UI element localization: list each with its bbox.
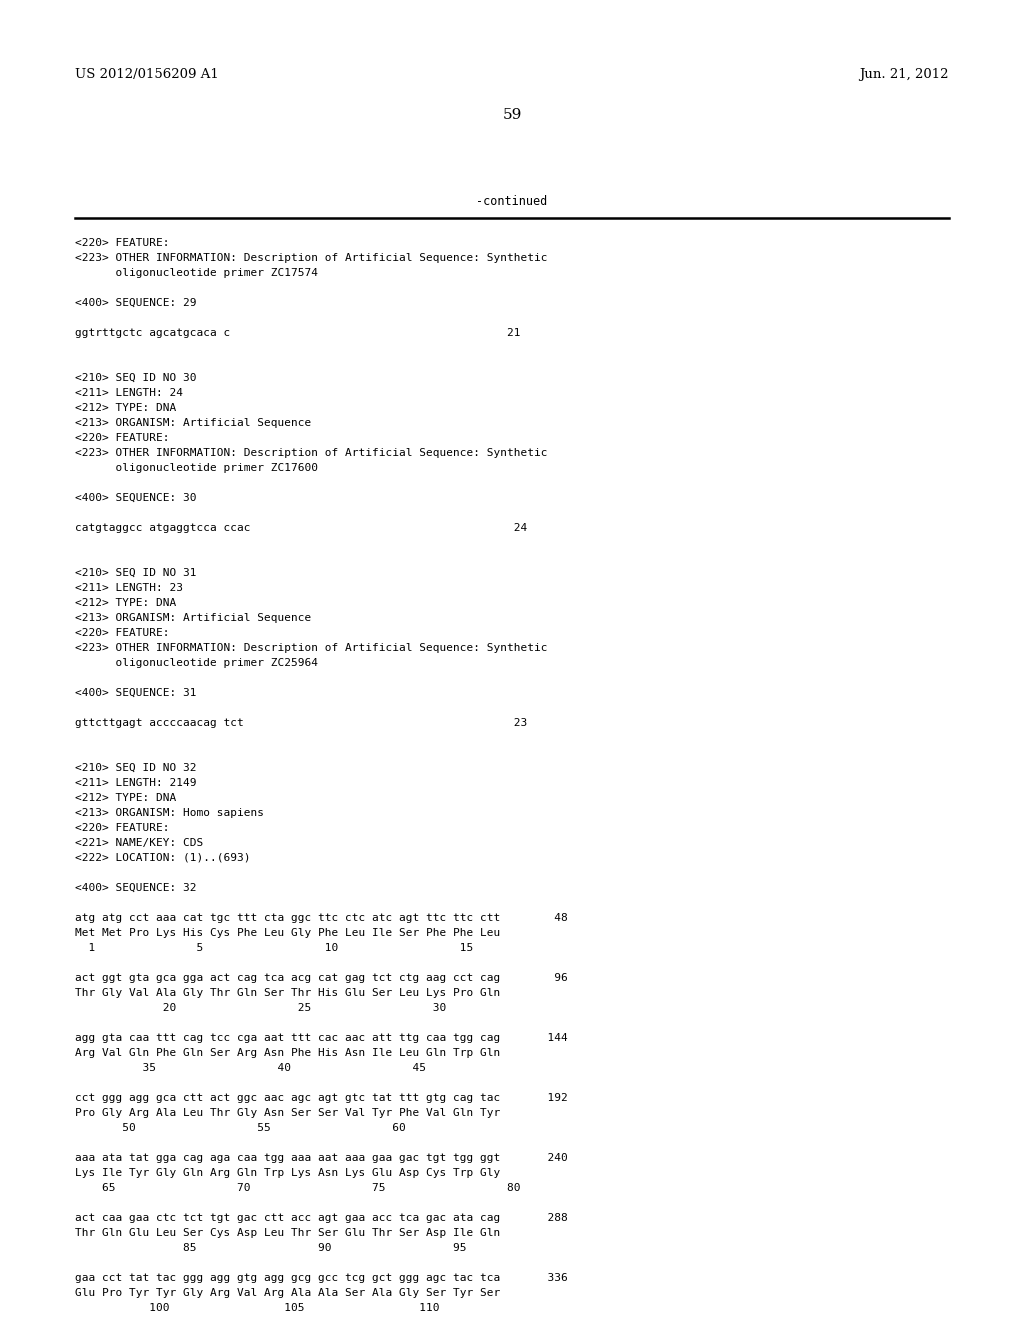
Text: Thr Gly Val Ala Gly Thr Gln Ser Thr His Glu Ser Leu Lys Pro Gln: Thr Gly Val Ala Gly Thr Gln Ser Thr His … — [75, 987, 501, 998]
Text: Met Met Pro Lys His Cys Phe Leu Gly Phe Leu Ile Ser Phe Phe Leu: Met Met Pro Lys His Cys Phe Leu Gly Phe … — [75, 928, 501, 939]
Text: 100                 105                 110: 100 105 110 — [75, 1303, 439, 1313]
Text: act ggt gta gca gga act cag tca acg cat gag tct ctg aag cct cag        96: act ggt gta gca gga act cag tca acg cat … — [75, 973, 567, 983]
Text: -continued: -continued — [476, 195, 548, 209]
Text: 59: 59 — [503, 108, 521, 121]
Text: <211> LENGTH: 2149: <211> LENGTH: 2149 — [75, 777, 197, 788]
Text: US 2012/0156209 A1: US 2012/0156209 A1 — [75, 69, 219, 81]
Text: ggtrttgctc agcatgcaca c                                         21: ggtrttgctc agcatgcaca c 21 — [75, 327, 520, 338]
Text: oligonucleotide primer ZC17600: oligonucleotide primer ZC17600 — [75, 463, 318, 473]
Text: <213> ORGANISM: Artificial Sequence: <213> ORGANISM: Artificial Sequence — [75, 418, 311, 428]
Text: catgtaggcc atgaggtcca ccac                                       24: catgtaggcc atgaggtcca ccac 24 — [75, 523, 527, 533]
Text: <400> SEQUENCE: 31: <400> SEQUENCE: 31 — [75, 688, 197, 698]
Text: Pro Gly Arg Ala Leu Thr Gly Asn Ser Ser Val Tyr Phe Val Gln Tyr: Pro Gly Arg Ala Leu Thr Gly Asn Ser Ser … — [75, 1107, 501, 1118]
Text: Glu Pro Tyr Tyr Gly Arg Val Arg Ala Ala Ser Ala Gly Ser Tyr Ser: Glu Pro Tyr Tyr Gly Arg Val Arg Ala Ala … — [75, 1288, 501, 1298]
Text: <220> FEATURE:: <220> FEATURE: — [75, 822, 170, 833]
Text: Jun. 21, 2012: Jun. 21, 2012 — [859, 69, 949, 81]
Text: <223> OTHER INFORMATION: Description of Artificial Sequence: Synthetic: <223> OTHER INFORMATION: Description of … — [75, 643, 548, 653]
Text: gttcttgagt accccaacag tct                                        23: gttcttgagt accccaacag tct 23 — [75, 718, 527, 729]
Text: gaa cct tat tac ggg agg gtg agg gcg gcc tcg gct ggg agc tac tca       336: gaa cct tat tac ggg agg gtg agg gcg gcc … — [75, 1272, 567, 1283]
Text: Arg Val Gln Phe Gln Ser Arg Asn Phe His Asn Ile Leu Gln Trp Gln: Arg Val Gln Phe Gln Ser Arg Asn Phe His … — [75, 1048, 501, 1059]
Text: oligonucleotide primer ZC17574: oligonucleotide primer ZC17574 — [75, 268, 318, 279]
Text: <400> SEQUENCE: 32: <400> SEQUENCE: 32 — [75, 883, 197, 894]
Text: 50                  55                  60: 50 55 60 — [75, 1123, 406, 1133]
Text: act caa gaa ctc tct tgt gac ctt acc agt gaa acc tca gac ata cag       288: act caa gaa ctc tct tgt gac ctt acc agt … — [75, 1213, 567, 1224]
Text: <210> SEQ ID NO 32: <210> SEQ ID NO 32 — [75, 763, 197, 774]
Text: 35                  40                  45: 35 40 45 — [75, 1063, 426, 1073]
Text: cct ggg agg gca ctt act ggc aac agc agt gtc tat ttt gtg cag tac       192: cct ggg agg gca ctt act ggc aac agc agt … — [75, 1093, 567, 1104]
Text: <400> SEQUENCE: 30: <400> SEQUENCE: 30 — [75, 492, 197, 503]
Text: <400> SEQUENCE: 29: <400> SEQUENCE: 29 — [75, 298, 197, 308]
Text: <212> TYPE: DNA: <212> TYPE: DNA — [75, 598, 176, 609]
Text: agg gta caa ttt cag tcc cga aat ttt cac aac att ttg caa tgg cag       144: agg gta caa ttt cag tcc cga aat ttt cac … — [75, 1034, 567, 1043]
Text: <212> TYPE: DNA: <212> TYPE: DNA — [75, 793, 176, 803]
Text: aaa ata tat gga cag aga caa tgg aaa aat aaa gaa gac tgt tgg ggt       240: aaa ata tat gga cag aga caa tgg aaa aat … — [75, 1152, 567, 1163]
Text: 65                  70                  75                  80: 65 70 75 80 — [75, 1183, 520, 1193]
Text: <211> LENGTH: 24: <211> LENGTH: 24 — [75, 388, 183, 399]
Text: Lys Ile Tyr Gly Gln Arg Gln Trp Lys Asn Lys Glu Asp Cys Trp Gly: Lys Ile Tyr Gly Gln Arg Gln Trp Lys Asn … — [75, 1168, 501, 1177]
Text: <211> LENGTH: 23: <211> LENGTH: 23 — [75, 583, 183, 593]
Text: <220> FEATURE:: <220> FEATURE: — [75, 628, 170, 638]
Text: <221> NAME/KEY: CDS: <221> NAME/KEY: CDS — [75, 838, 203, 847]
Text: <223> OTHER INFORMATION: Description of Artificial Sequence: Synthetic: <223> OTHER INFORMATION: Description of … — [75, 253, 548, 263]
Text: 20                  25                  30: 20 25 30 — [75, 1003, 446, 1012]
Text: 1               5                  10                  15: 1 5 10 15 — [75, 942, 473, 953]
Text: <223> OTHER INFORMATION: Description of Artificial Sequence: Synthetic: <223> OTHER INFORMATION: Description of … — [75, 447, 548, 458]
Text: <220> FEATURE:: <220> FEATURE: — [75, 433, 170, 444]
Text: <213> ORGANISM: Homo sapiens: <213> ORGANISM: Homo sapiens — [75, 808, 264, 818]
Text: <222> LOCATION: (1)..(693): <222> LOCATION: (1)..(693) — [75, 853, 251, 863]
Text: Thr Gln Glu Leu Ser Cys Asp Leu Thr Ser Glu Thr Ser Asp Ile Gln: Thr Gln Glu Leu Ser Cys Asp Leu Thr Ser … — [75, 1228, 501, 1238]
Text: <212> TYPE: DNA: <212> TYPE: DNA — [75, 403, 176, 413]
Text: <213> ORGANISM: Artificial Sequence: <213> ORGANISM: Artificial Sequence — [75, 612, 311, 623]
Text: <220> FEATURE:: <220> FEATURE: — [75, 238, 170, 248]
Text: 85                  90                  95: 85 90 95 — [75, 1243, 467, 1253]
Text: <210> SEQ ID NO 31: <210> SEQ ID NO 31 — [75, 568, 197, 578]
Text: oligonucleotide primer ZC25964: oligonucleotide primer ZC25964 — [75, 657, 318, 668]
Text: <210> SEQ ID NO 30: <210> SEQ ID NO 30 — [75, 374, 197, 383]
Text: atg atg cct aaa cat tgc ttt cta ggc ttc ctc atc agt ttc ttc ctt        48: atg atg cct aaa cat tgc ttt cta ggc ttc … — [75, 913, 567, 923]
